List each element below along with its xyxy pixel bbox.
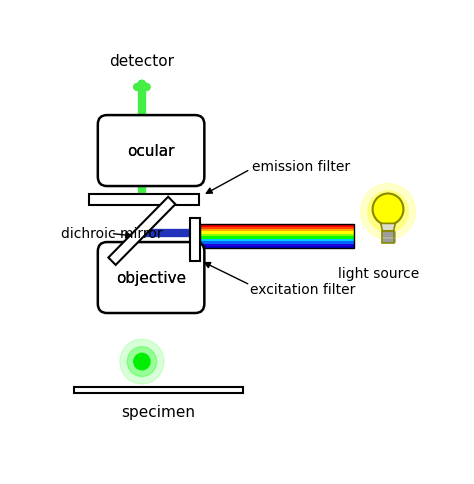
Bar (74, 387, 243, 393)
Bar (200, 229, 354, 232)
Bar (200, 225, 354, 227)
Text: emission filter: emission filter (252, 159, 350, 173)
Circle shape (134, 354, 150, 370)
Bar (200, 227, 354, 229)
Text: detector: detector (109, 54, 174, 69)
Text: dichroic mirror: dichroic mirror (61, 227, 163, 241)
Bar (200, 246, 354, 249)
Bar (190, 218, 200, 261)
Text: ocular: ocular (128, 144, 175, 159)
Text: excitation filter: excitation filter (250, 282, 356, 296)
Bar (89, 195, 199, 205)
Bar (200, 234, 354, 237)
Text: ocular: ocular (128, 144, 175, 159)
Bar (200, 242, 354, 244)
Bar (200, 239, 354, 242)
Bar (382, 231, 394, 243)
Circle shape (127, 347, 156, 377)
FancyBboxPatch shape (98, 242, 204, 313)
Bar (109, 197, 175, 265)
Circle shape (368, 192, 408, 232)
Circle shape (360, 184, 416, 240)
Bar (200, 244, 354, 246)
Bar (200, 232, 354, 234)
Circle shape (120, 339, 164, 384)
Text: light source: light source (338, 267, 419, 281)
FancyBboxPatch shape (98, 116, 204, 187)
Bar (200, 225, 354, 249)
Text: specimen: specimen (121, 404, 195, 419)
Circle shape (373, 194, 403, 226)
Bar (200, 237, 354, 239)
Polygon shape (381, 224, 395, 231)
Text: objective: objective (116, 271, 186, 286)
Text: objective: objective (116, 271, 186, 286)
